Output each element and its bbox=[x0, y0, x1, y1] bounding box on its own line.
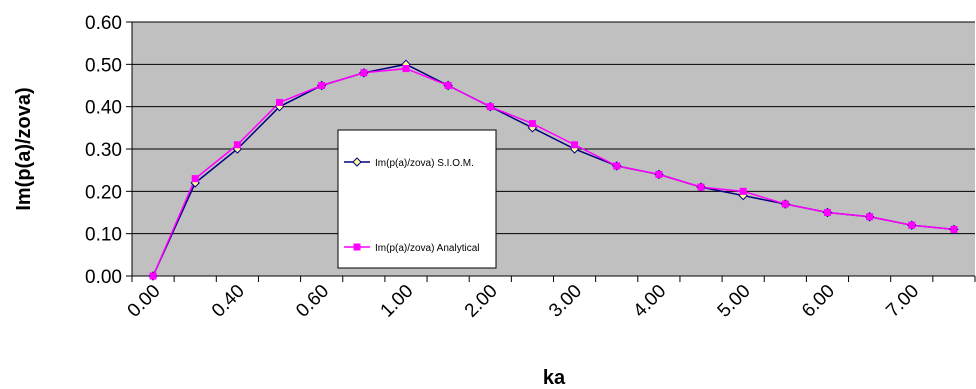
series-group bbox=[148, 59, 959, 281]
y-tick-label: 0.00 bbox=[85, 267, 122, 288]
x-tick-label: 3.00 bbox=[545, 281, 586, 322]
series-analytical-point bbox=[318, 82, 326, 89]
series-analytical-point bbox=[823, 209, 831, 216]
series-analytical-point bbox=[276, 98, 284, 106]
series-analytical-point bbox=[866, 213, 874, 221]
y-tick-labels: 0.00 0.10 0.20 0.30 0.40 0.50 0.60 bbox=[85, 13, 122, 288]
series-analytical-point bbox=[149, 272, 157, 280]
y-tick-label: 0.30 bbox=[85, 140, 122, 161]
y-tick-label: 0.10 bbox=[85, 225, 122, 246]
series-analytical-point bbox=[613, 162, 621, 170]
y-tick-label: 0.20 bbox=[85, 182, 122, 203]
x-tick-label: 0.40 bbox=[208, 281, 249, 322]
series-analytical-point bbox=[528, 120, 536, 128]
series-analytical-point bbox=[950, 225, 958, 233]
y-axis-title: Im(p(a)/zova) bbox=[13, 87, 35, 210]
series-analytical-point bbox=[655, 170, 663, 178]
series-analytical-point bbox=[739, 187, 747, 195]
y-tick-label: 0.40 bbox=[85, 98, 122, 119]
x-tick-label: 2.00 bbox=[461, 281, 502, 322]
x-tick-label: 4.00 bbox=[629, 281, 670, 322]
x-tick-label: 6.00 bbox=[798, 281, 839, 322]
legend-analytical-marker bbox=[353, 243, 361, 251]
x-tick-labels: 0.00 0.40 0.60 1.00 2.00 3.00 4.00 5.00 6.00 7.00 bbox=[124, 281, 924, 322]
axes bbox=[126, 21, 976, 282]
x-tick-label: 0.00 bbox=[124, 281, 165, 322]
series-analytical-point bbox=[571, 141, 579, 149]
x-tick-label: 5.00 bbox=[714, 281, 755, 322]
x-axis-title: ka bbox=[543, 367, 566, 389]
series-analytical-point bbox=[908, 221, 916, 229]
legend-siom-label: Im(p(a)/zova) S.I.O.M. bbox=[375, 158, 474, 169]
series-analytical-point bbox=[781, 200, 789, 208]
series-analytical-line bbox=[152, 67, 954, 277]
legend-siom-marker bbox=[352, 157, 362, 167]
legend-analytical-label: Im(p(a)/zova) Analytical bbox=[375, 243, 479, 254]
legend: Im(p(a)/zova) S.I.O.M. Im(p(a)/zova) Ana… bbox=[337, 129, 497, 269]
x-tick-label: 1.00 bbox=[377, 281, 418, 322]
y-tick-label: 0.60 bbox=[85, 13, 122, 34]
series-analytical-point bbox=[486, 103, 494, 111]
series-analytical-point bbox=[191, 175, 199, 183]
legend-box bbox=[337, 129, 497, 269]
x-tick-label: 7.00 bbox=[882, 281, 923, 322]
series-analytical-point bbox=[444, 82, 452, 89]
series-analytical-point bbox=[697, 183, 705, 191]
series-analytical-point bbox=[402, 65, 410, 73]
y-tick-label: 0.50 bbox=[85, 55, 122, 76]
series-analytical-point bbox=[360, 69, 368, 77]
x-tick-label: 0.60 bbox=[292, 281, 333, 322]
series-analytical-point bbox=[233, 141, 241, 149]
